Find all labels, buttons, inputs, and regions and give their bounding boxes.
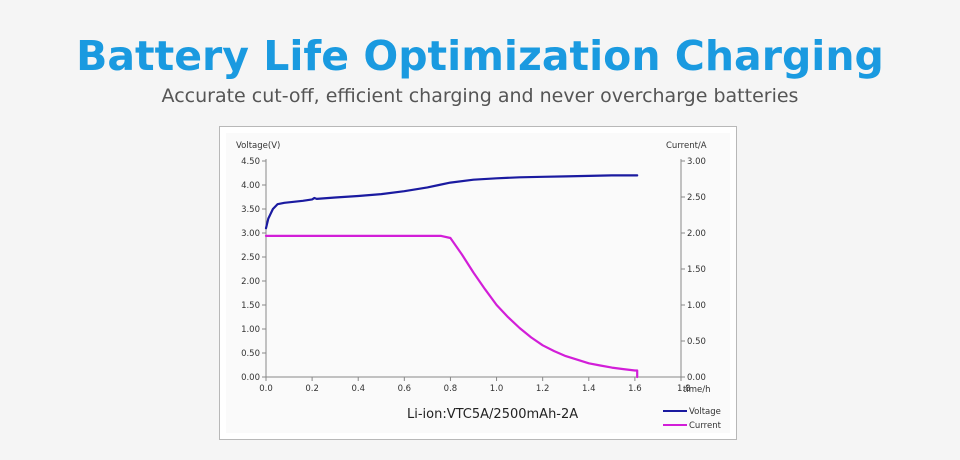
y-left-tick-label: 1.50 (241, 301, 260, 311)
y-right-tick-label: 3.00 (687, 157, 706, 167)
y-left-tick-label: 2.00 (241, 277, 260, 287)
y-left-tick-label: 0.50 (241, 349, 260, 359)
legend-label-voltage: Voltage (689, 407, 721, 417)
y-right-axis-label: Current/A (666, 141, 707, 151)
y-right-tick-label: 0.50 (687, 337, 706, 347)
x-tick-label: 0.4 (351, 384, 365, 394)
y-right-tick-label: 1.00 (687, 301, 706, 311)
x-tick-label: 1.2 (536, 384, 550, 394)
chart-caption: Li-ion:VTC5A/2500mAh-2A (407, 407, 578, 422)
x-tick-label: 0.6 (398, 384, 412, 394)
legend-label-current: Current (689, 421, 722, 431)
y-left-tick-label: 4.50 (241, 157, 260, 167)
y-left-tick-label: 1.00 (241, 325, 260, 335)
x-tick-label: 1.0 (490, 384, 504, 394)
x-tick-label: 1.4 (582, 384, 596, 394)
y-left-tick-label: 3.50 (241, 205, 260, 215)
y-right-tick-label: 2.50 (687, 193, 706, 203)
x-tick-label: 1.8 (677, 384, 691, 394)
series-line-current (264, 234, 639, 379)
chart-panel (226, 133, 730, 433)
y-left-tick-label: 3.00 (241, 229, 260, 239)
chart-legend: Voltage Current (663, 407, 722, 431)
page-title: Battery Life Optimization Charging (76, 32, 884, 80)
y-left-tick-label: 0.00 (241, 373, 260, 383)
charging-chart: Voltage(V) Current/A time/h Li-ion:VTC5A… (236, 141, 722, 431)
y-right-tick-label: 2.00 (687, 229, 706, 239)
x-axis-label: time/h (683, 385, 710, 395)
x-tick-label: 0.2 (305, 384, 319, 394)
y-left-tick-label: 2.50 (241, 253, 260, 263)
x-tick-label: 0.8 (444, 384, 458, 394)
chart-frame: Voltage(V) Current/A time/h Li-ion:VTC5A… (219, 126, 737, 440)
y-right-tick-label: 1.50 (687, 265, 706, 275)
y-right-tick-label: 0.00 (687, 373, 706, 383)
page-subtitle: Accurate cut-off, efficient charging and… (161, 85, 799, 107)
x-tick-label: 0.0 (259, 384, 273, 394)
series-line-voltage (264, 174, 639, 230)
x-tick-label: 1.6 (628, 384, 642, 394)
y-left-axis-label: Voltage(V) (236, 141, 280, 151)
y-left-tick-label: 4.00 (241, 181, 260, 191)
